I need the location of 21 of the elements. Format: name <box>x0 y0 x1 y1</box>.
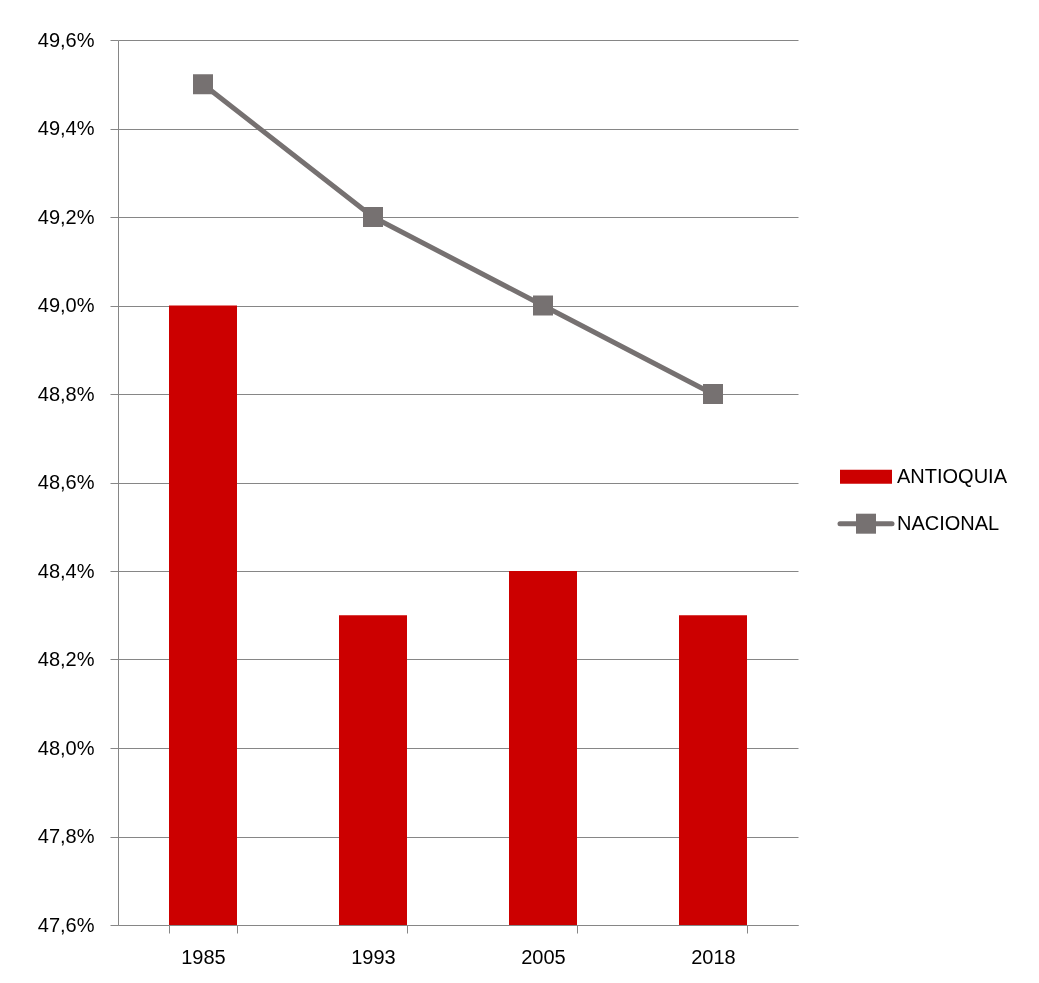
y-tick-label: 48,4% <box>37 559 95 582</box>
x-tick-label: 1985 <box>181 945 226 968</box>
point <box>533 295 553 316</box>
y-tick-label: 48,2% <box>37 648 95 670</box>
point <box>703 384 723 404</box>
y-tick-label: 48,8% <box>37 382 95 405</box>
x-tick-label: 2018 <box>691 945 736 968</box>
legend-label: ANTIOQUIA <box>897 464 1008 487</box>
x-tick-label: 2005 <box>521 945 566 968</box>
y-tick-label: 49,0% <box>37 294 95 316</box>
point <box>363 207 383 227</box>
y-tick-label: 48,0% <box>37 736 95 759</box>
legend-label: NACIONAL <box>897 511 1000 534</box>
x-tick-label: 1993 <box>351 945 396 968</box>
y-tick-label: 47,8% <box>37 825 95 847</box>
point <box>193 74 213 95</box>
y-tick-label: 49,4% <box>37 117 95 139</box>
y-tick-label: 49,6% <box>37 28 95 51</box>
y-tick-label: 47,6% <box>37 913 95 936</box>
y-tick-label: 49,2% <box>37 205 95 228</box>
y-tick-label: 48,6% <box>37 471 95 493</box>
